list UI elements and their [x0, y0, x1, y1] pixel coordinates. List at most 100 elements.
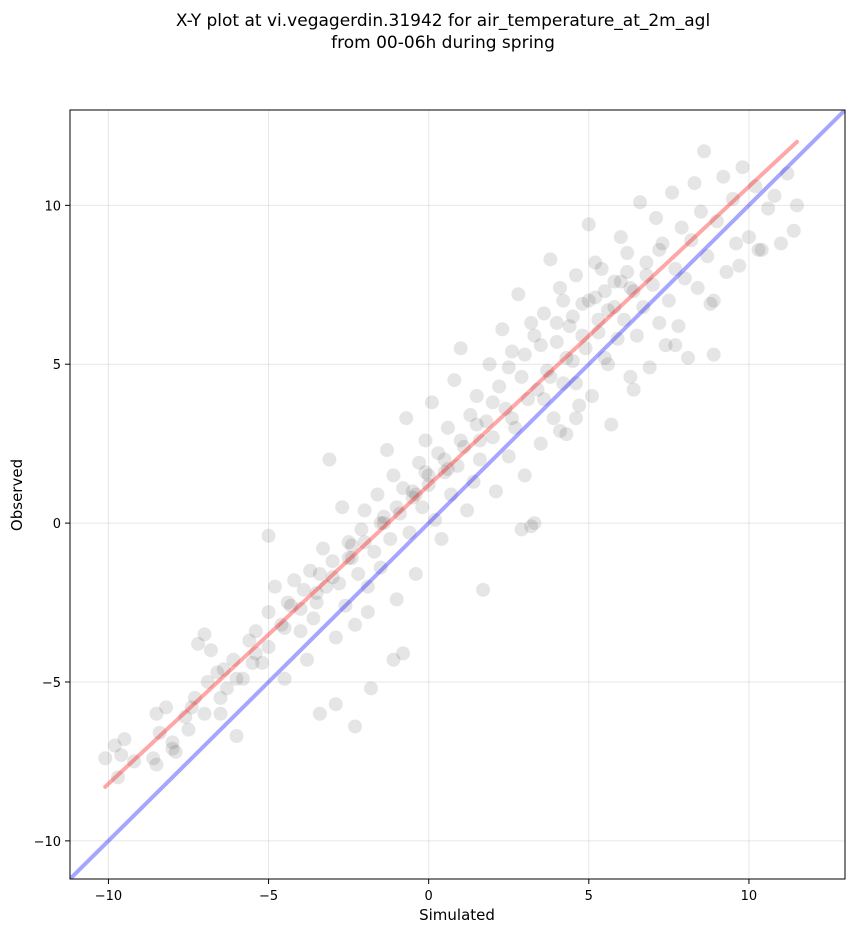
scatter-point: [168, 744, 183, 759]
scatter-point: [396, 646, 411, 661]
scatter-point: [613, 274, 628, 289]
scatter-point: [620, 265, 635, 280]
scatter-point: [735, 160, 750, 175]
scatter-point: [463, 408, 478, 423]
scatter-point: [364, 681, 379, 696]
x-tick-label: −10: [95, 889, 122, 904]
scatter-point: [568, 376, 583, 391]
scatter-point: [761, 201, 776, 216]
y-tick-label: 10: [44, 199, 61, 214]
scatter-point: [303, 563, 318, 578]
scatter-point: [700, 249, 715, 264]
x-axis-ticks: −10 −5 0 5 10: [95, 879, 757, 904]
scatter-point: [149, 757, 164, 772]
scatter-point: [376, 509, 391, 524]
scatter-point: [504, 411, 519, 426]
scatter-point: [274, 617, 289, 632]
scatter-point: [751, 242, 766, 257]
scatter-point: [495, 322, 510, 337]
scatter-point: [415, 500, 430, 515]
plot-frame: [69, 109, 846, 880]
scatter-point: [629, 328, 644, 343]
scatter-point: [552, 280, 567, 295]
scatter-point: [786, 223, 801, 238]
scatter-point: [671, 319, 686, 334]
scatter-point: [540, 363, 555, 378]
scatter-point: [98, 751, 113, 766]
scatter-point: [392, 506, 407, 521]
scatter-point: [197, 627, 212, 642]
fit-lines: [70, 110, 845, 879]
scatter-point: [527, 328, 542, 343]
scatter-point: [203, 643, 218, 658]
scatter-point: [287, 573, 302, 588]
scatter-point: [527, 516, 542, 531]
scatter-point: [440, 420, 455, 435]
scatter-point: [235, 671, 250, 686]
scatter-point: [482, 357, 497, 372]
scatter-point: [693, 204, 708, 219]
scatter-point: [649, 211, 664, 226]
scatter-point: [344, 551, 359, 566]
scatter-point: [575, 328, 590, 343]
scatter-point: [514, 369, 529, 384]
scatter-point: [517, 347, 532, 362]
scatter-point: [376, 516, 391, 531]
scatter-point: [725, 191, 740, 206]
scatter-point: [341, 551, 356, 566]
scatter-point: [315, 541, 330, 556]
y-axis-ticks: −10 −5 0 5 10: [34, 199, 70, 850]
scatter-point: [197, 706, 212, 721]
scatter-point: [549, 315, 564, 330]
scatter-point: [485, 395, 500, 410]
scatter-point: [152, 725, 167, 740]
scatter-point: [524, 519, 539, 534]
scatter-point: [732, 258, 747, 273]
scatter-point: [697, 144, 712, 159]
scatter-point: [604, 417, 619, 432]
scatter-point: [652, 315, 667, 330]
scatter-point: [767, 188, 782, 203]
scatter-point: [501, 449, 516, 464]
scatter-point: [389, 592, 404, 607]
scatter-point: [536, 306, 551, 321]
scatter-point: [159, 700, 174, 715]
scatter-point: [485, 430, 500, 445]
scatter-point: [447, 373, 462, 388]
scatter-point: [312, 706, 327, 721]
scatter-point: [684, 233, 699, 248]
scatter-point: [665, 185, 680, 200]
scatter-point: [325, 570, 340, 585]
x-tick-label: 5: [585, 889, 593, 904]
scatter-point: [373, 516, 388, 531]
scatter-point: [533, 436, 548, 451]
y-tick-label: −10: [34, 835, 61, 850]
scatter-point: [456, 439, 471, 454]
scatter-point: [591, 325, 606, 340]
scatter-point: [568, 411, 583, 426]
scatter-point: [681, 350, 696, 365]
scatter-point: [588, 290, 603, 305]
scatter-point: [306, 611, 321, 626]
scatter-point: [322, 452, 337, 467]
scatter-point: [601, 303, 616, 318]
scatter-point: [213, 706, 228, 721]
scatter-point: [639, 255, 654, 270]
scatter-point: [504, 344, 519, 359]
scatter-point: [229, 671, 244, 686]
y-tick-label: 5: [53, 358, 61, 373]
scatter-point: [332, 576, 347, 591]
scatter-point: [690, 280, 705, 295]
scatter-point: [299, 652, 314, 667]
scatter-point: [652, 242, 667, 257]
scatter-point: [437, 465, 452, 480]
scatter-point: [328, 630, 343, 645]
scatter-point: [706, 293, 721, 308]
scatter-point: [453, 341, 468, 356]
scatter-point: [191, 636, 206, 651]
x-axis-label: Simulated: [419, 906, 495, 924]
scatter-point: [344, 538, 359, 553]
scatter-point: [607, 300, 622, 315]
scatter-point: [623, 369, 638, 384]
scatter-point: [178, 709, 193, 724]
